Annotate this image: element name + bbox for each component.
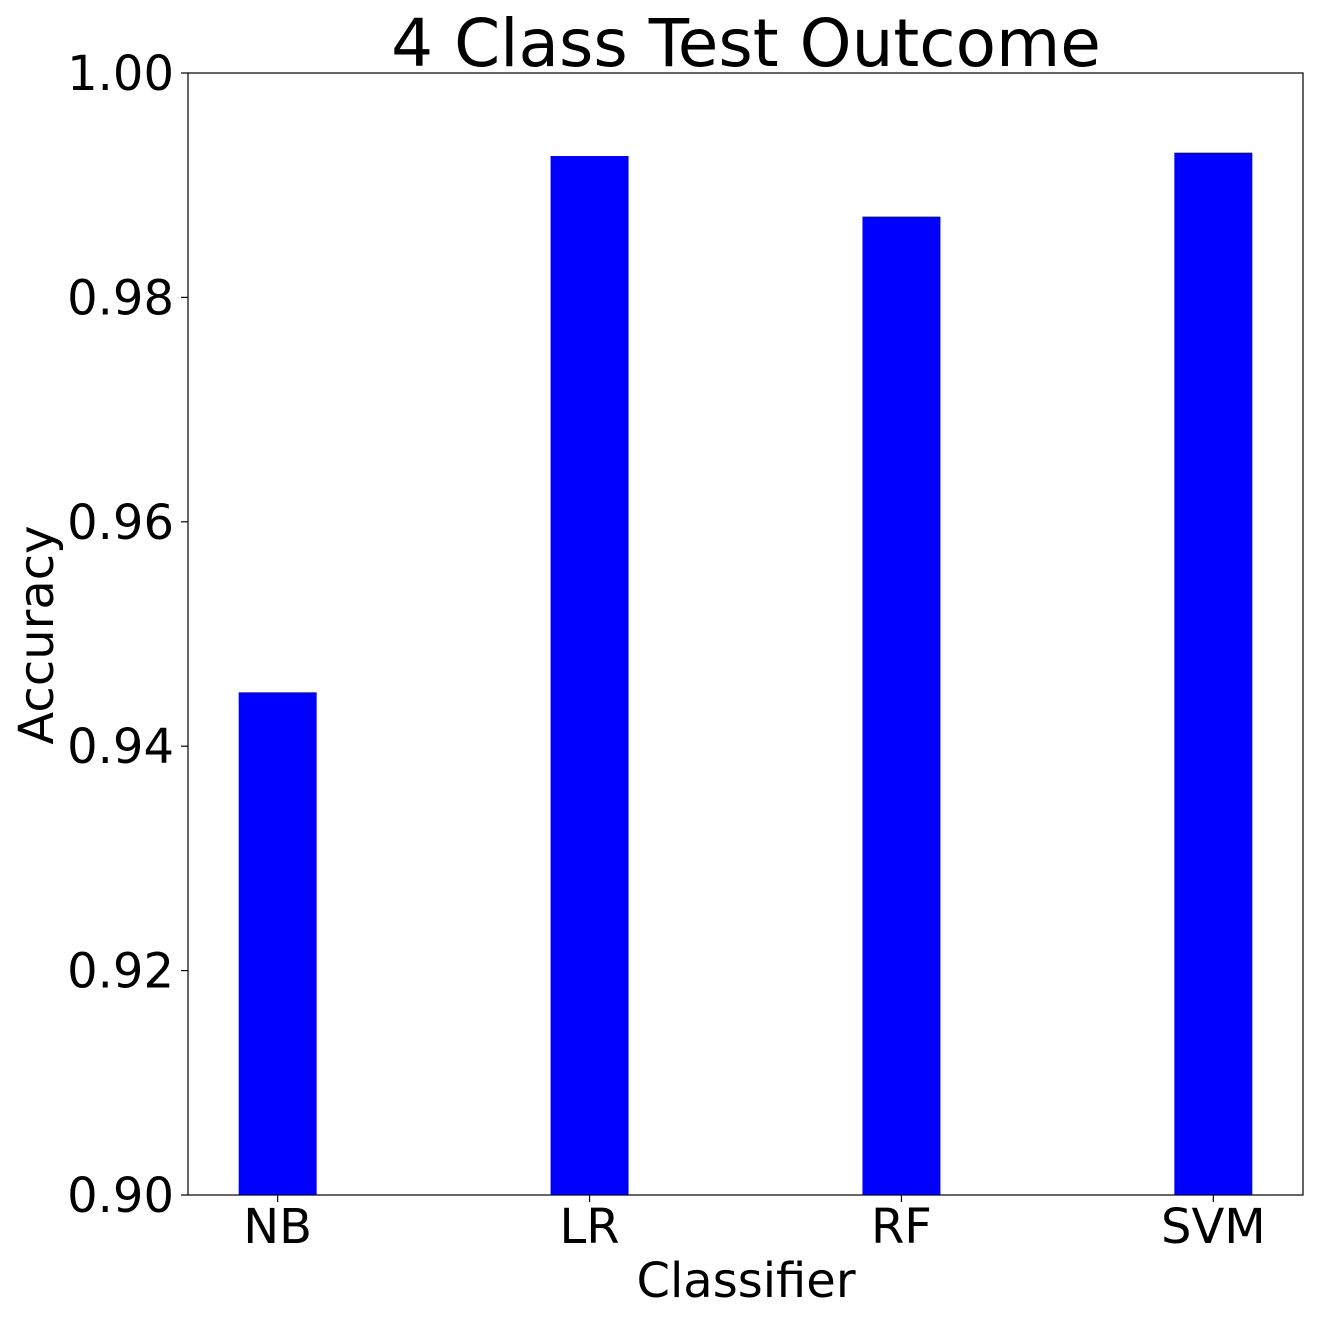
bar-lr <box>550 156 629 1196</box>
y-tick-label: 0.98 <box>67 270 174 326</box>
chart-title: 4 Class Test Outcome <box>391 5 1101 82</box>
y-axis-label: Accuracy <box>9 525 65 744</box>
axes-layer: NB LR RF SVM 0.90 0.92 0.94 0.96 0.98 1.00 <box>67 46 1304 1255</box>
bar-svm <box>1174 152 1253 1196</box>
y-tick-label: 0.90 <box>67 1168 174 1224</box>
y-tick-label: 1.00 <box>67 46 174 102</box>
x-tick-label-rf: RF <box>871 1199 932 1255</box>
bar-rf <box>862 216 941 1196</box>
bar-nb <box>238 692 317 1195</box>
x-tick-label-nb: NB <box>243 1199 312 1255</box>
y-tick-label: 0.92 <box>67 944 174 1000</box>
x-axis-label: Classifier <box>636 1253 855 1309</box>
x-tick-label-svm: SVM <box>1161 1199 1266 1255</box>
bars-layer <box>238 152 1253 1196</box>
plot-frame <box>187 72 1304 1196</box>
y-tick-label: 0.94 <box>67 719 174 775</box>
y-tick-label: 0.96 <box>67 495 174 551</box>
x-tick-label-lr: LR <box>560 1199 620 1255</box>
